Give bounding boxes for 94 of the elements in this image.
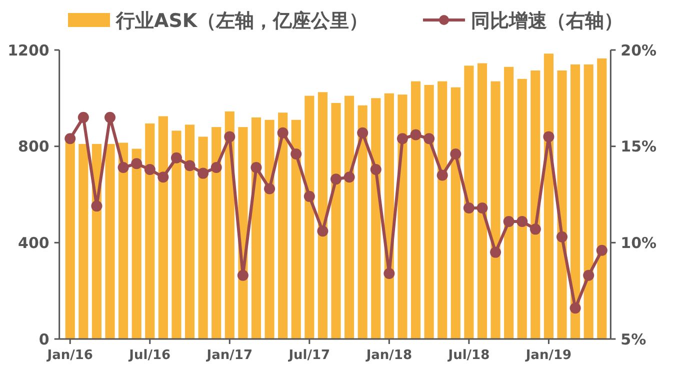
bar (597, 58, 607, 339)
bar (570, 64, 580, 339)
y2-tick-label: 10% (620, 234, 657, 252)
x-tick-label: Jul/18 (447, 348, 490, 363)
bar (438, 81, 448, 339)
x-tick-label: Jan/17 (206, 348, 252, 363)
point (396, 133, 408, 144)
point (516, 216, 528, 227)
bar (344, 96, 354, 339)
point (277, 127, 288, 138)
bar (450, 87, 460, 339)
point (570, 302, 581, 314)
point (596, 244, 608, 256)
legend-label: 行业ASK（左轴，亿座公里） (115, 10, 368, 32)
bar (105, 144, 115, 339)
y2-tick-label: 5% (620, 330, 646, 348)
point (304, 190, 315, 202)
point (264, 183, 276, 194)
point (224, 131, 236, 142)
y-tick-label: 800 (18, 138, 50, 156)
point (78, 112, 89, 123)
bar (184, 124, 195, 339)
point (583, 270, 594, 281)
x-tick-label: Jan/18 (365, 348, 412, 363)
point (450, 148, 462, 160)
point (144, 164, 156, 175)
point (476, 202, 488, 214)
bar (530, 70, 540, 339)
bar (544, 54, 554, 339)
bar (198, 136, 208, 339)
bar (145, 123, 155, 339)
bar (557, 70, 567, 339)
point (330, 174, 342, 185)
y-tick-label: 0 (38, 330, 50, 348)
point (556, 231, 568, 242)
point (503, 216, 514, 227)
y2-tick-label: 15% (620, 138, 657, 156)
bar (584, 64, 594, 339)
point (543, 131, 554, 142)
point (490, 246, 502, 258)
point (91, 200, 102, 212)
bar (132, 148, 142, 339)
point (198, 168, 209, 179)
x-tick-label: Jan/16 (46, 348, 93, 363)
bar (410, 81, 421, 339)
point (250, 162, 262, 174)
point (104, 112, 116, 123)
point (410, 129, 422, 140)
point (210, 162, 222, 174)
bar (212, 127, 222, 339)
point (184, 160, 196, 172)
point (131, 158, 142, 170)
bar (304, 96, 314, 339)
bar (264, 120, 274, 339)
bar (118, 142, 128, 339)
bar (331, 102, 341, 339)
bar (65, 142, 75, 339)
bar (490, 81, 500, 339)
bar (78, 144, 88, 339)
bar (158, 116, 168, 339)
y-tick-label: 1200 (8, 41, 50, 60)
x-tick-label: Jul/17 (288, 348, 330, 363)
bar (278, 112, 288, 339)
x-tick-label: Jul/16 (128, 348, 171, 363)
point (237, 270, 248, 281)
bar (172, 130, 182, 339)
bar (464, 66, 474, 339)
bar (424, 84, 434, 339)
legend-label: 同比增速（右轴） (471, 10, 623, 32)
point (424, 133, 435, 144)
point (370, 164, 382, 175)
bar (517, 78, 527, 339)
bar (291, 120, 301, 339)
y-tick-label: 400 (18, 234, 50, 252)
y2-tick-label: 20% (620, 41, 657, 60)
point (317, 226, 328, 237)
point (357, 127, 368, 138)
x-tick-label: Jan/19 (524, 348, 572, 363)
bar (318, 92, 328, 339)
point (384, 268, 395, 279)
bar (398, 94, 408, 339)
point (530, 224, 541, 235)
bar (477, 63, 488, 339)
point (344, 172, 355, 183)
point (170, 152, 182, 164)
point (64, 133, 76, 144)
point (290, 148, 302, 160)
bar (371, 98, 381, 339)
point (158, 172, 169, 183)
point (118, 162, 129, 174)
point (463, 202, 474, 214)
point (436, 170, 448, 181)
bar (504, 66, 514, 339)
bar (358, 105, 368, 339)
